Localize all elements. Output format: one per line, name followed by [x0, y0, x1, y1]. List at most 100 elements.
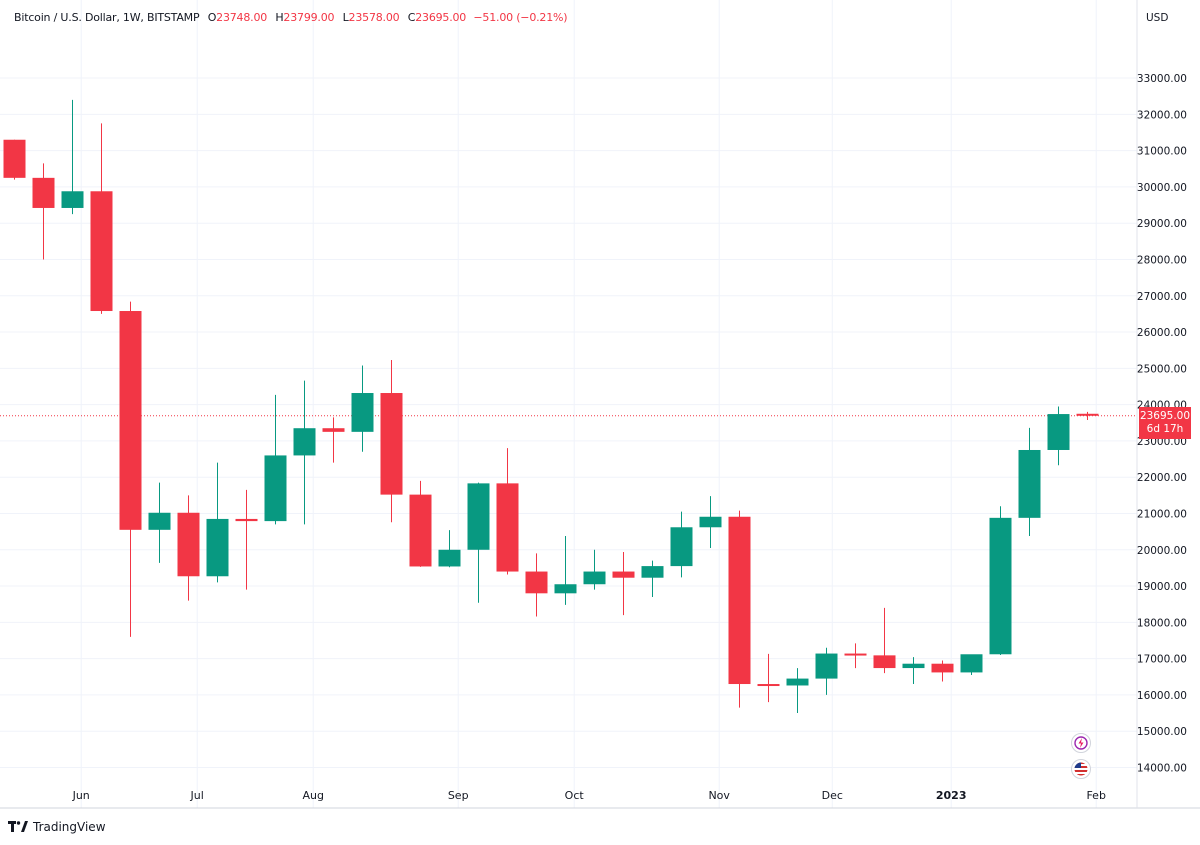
- candle-body: [525, 571, 548, 594]
- candle-body: [61, 191, 84, 208]
- candle: [293, 380, 316, 525]
- candle-body: [119, 311, 142, 530]
- candle: [235, 489, 258, 590]
- price-tick-label: 30000.00: [1137, 182, 1187, 194]
- time-tick-label: Feb: [1086, 789, 1105, 802]
- candle: [960, 654, 983, 675]
- price-tick-label: 22000.00: [1137, 472, 1187, 484]
- candle-body: [1076, 413, 1099, 416]
- candle-body: [931, 663, 954, 673]
- candle-body: [90, 191, 113, 312]
- candle: [844, 643, 867, 669]
- candle: [699, 496, 722, 548]
- candle: [409, 480, 432, 567]
- last-price-value: 23695.00: [1139, 409, 1191, 422]
- candle-body: [3, 139, 26, 178]
- candle-body: [264, 455, 287, 522]
- candle: [931, 660, 954, 682]
- high-value: 23799.00: [283, 11, 335, 24]
- price-tick-label: 25000.00: [1137, 363, 1187, 375]
- candle-body: [148, 512, 171, 530]
- candle-body: [554, 584, 577, 594]
- price-tick-label: 20000.00: [1137, 545, 1187, 557]
- price-tick-label: 26000.00: [1137, 327, 1187, 339]
- time-tick-label: Aug: [302, 789, 323, 802]
- candle: [786, 668, 809, 714]
- candle: [438, 530, 461, 568]
- candle: [119, 301, 142, 637]
- candle: [467, 482, 490, 603]
- price-tick-label: 29000.00: [1137, 218, 1187, 230]
- candle: [728, 510, 751, 708]
- lightning-icon[interactable]: [1071, 733, 1091, 753]
- candle-body: [989, 517, 1012, 655]
- price-tick-label: 33000.00: [1137, 73, 1187, 85]
- currency-label: USD: [1146, 12, 1169, 24]
- price-tick-label: 17000.00: [1137, 654, 1187, 666]
- candle-body: [786, 678, 809, 686]
- candle-body: [1047, 414, 1070, 450]
- symbol-legend: Bitcoin / U.S. Dollar, 1W, BITSTAMP O237…: [14, 11, 568, 24]
- time-tick-label: Oct: [565, 789, 585, 802]
- candle-body: [960, 654, 983, 673]
- candle-body: [409, 494, 432, 567]
- candle-body: [438, 549, 461, 567]
- candle-body: [32, 177, 55, 208]
- candle-body: [873, 655, 896, 669]
- candle: [61, 99, 84, 215]
- candle: [815, 647, 838, 695]
- candle: [989, 506, 1012, 655]
- candle-body: [467, 483, 490, 550]
- tradingview-logo-icon: [8, 821, 28, 832]
- candle: [583, 549, 606, 590]
- candle-body: [496, 483, 519, 572]
- candles: [3, 99, 1099, 714]
- price-tick-label: 32000.00: [1137, 109, 1187, 121]
- candle-body: [380, 393, 403, 495]
- us-flag-icon[interactable]: [1071, 759, 1091, 779]
- candle-body: [177, 512, 200, 577]
- price-tick-label: 21000.00: [1137, 508, 1187, 520]
- time-tick-label: Sep: [448, 789, 469, 802]
- time-axis-labels: Jun Jul Aug Sep Oct Nov Dec 2023 Feb: [72, 789, 1106, 802]
- candle: [177, 495, 200, 601]
- candle-body: [902, 663, 925, 669]
- price-tick-label: 18000.00: [1137, 617, 1187, 629]
- candle: [496, 448, 519, 575]
- price-axis-labels: 14000.00 15000.00 16000.00 17000.00 18000.00…: [1137, 73, 1187, 774]
- candle: [1076, 411, 1099, 420]
- candle: [525, 553, 548, 617]
- symbol-title: Bitcoin / U.S. Dollar, 1W, BITSTAMP: [14, 11, 200, 24]
- candle-body: [293, 428, 316, 456]
- candle: [3, 139, 26, 180]
- time-tick-label: Jun: [72, 789, 90, 802]
- price-tick-label: 28000.00: [1137, 254, 1187, 266]
- candle: [1047, 406, 1070, 466]
- candle: [206, 462, 229, 583]
- candle-body: [206, 518, 229, 577]
- low-label: L: [342, 11, 349, 24]
- candle: [322, 417, 345, 463]
- time-tick-label: Jul: [190, 789, 204, 802]
- change-value: −51.00 (−0.21%): [473, 11, 568, 24]
- candle: [264, 394, 287, 525]
- candle: [670, 511, 693, 578]
- candle: [380, 359, 403, 523]
- open-value: 23748.00: [216, 11, 268, 24]
- footer-brand[interactable]: TradingView: [8, 818, 106, 836]
- time-tick-label: 2023: [936, 789, 967, 802]
- candle-body: [1018, 449, 1041, 518]
- price-tick-label: 23000.00: [1137, 436, 1187, 448]
- candle-body: [728, 516, 751, 685]
- close-value: 23695.00: [415, 11, 467, 24]
- price-tick-label: 31000.00: [1137, 146, 1187, 158]
- open-label: O: [207, 11, 217, 24]
- high-label: H: [275, 11, 284, 24]
- price-tick-label: 15000.00: [1137, 726, 1187, 738]
- candle-body: [757, 684, 780, 687]
- candle-body: [583, 571, 606, 585]
- candle-body: [844, 653, 867, 656]
- price-tick-label: 27000.00: [1137, 291, 1187, 303]
- candle-body: [612, 571, 635, 578]
